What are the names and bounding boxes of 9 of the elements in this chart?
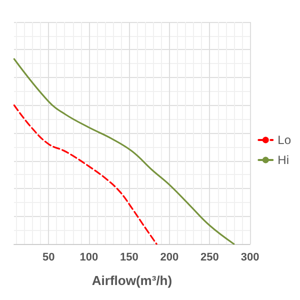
x-axis-title: Airflow(m³/h) bbox=[92, 273, 172, 288]
x-tick-label: 150 bbox=[120, 252, 138, 264]
x-tick-label: 50 bbox=[42, 252, 55, 264]
legend-label: Hi bbox=[278, 153, 289, 167]
x-tick-label: 200 bbox=[160, 252, 179, 264]
x-tick-label: 250 bbox=[200, 252, 219, 264]
x-tick-label: 300 bbox=[240, 252, 260, 264]
legend-label: Lo bbox=[278, 133, 292, 147]
x-tick-label: 100 bbox=[80, 252, 98, 264]
